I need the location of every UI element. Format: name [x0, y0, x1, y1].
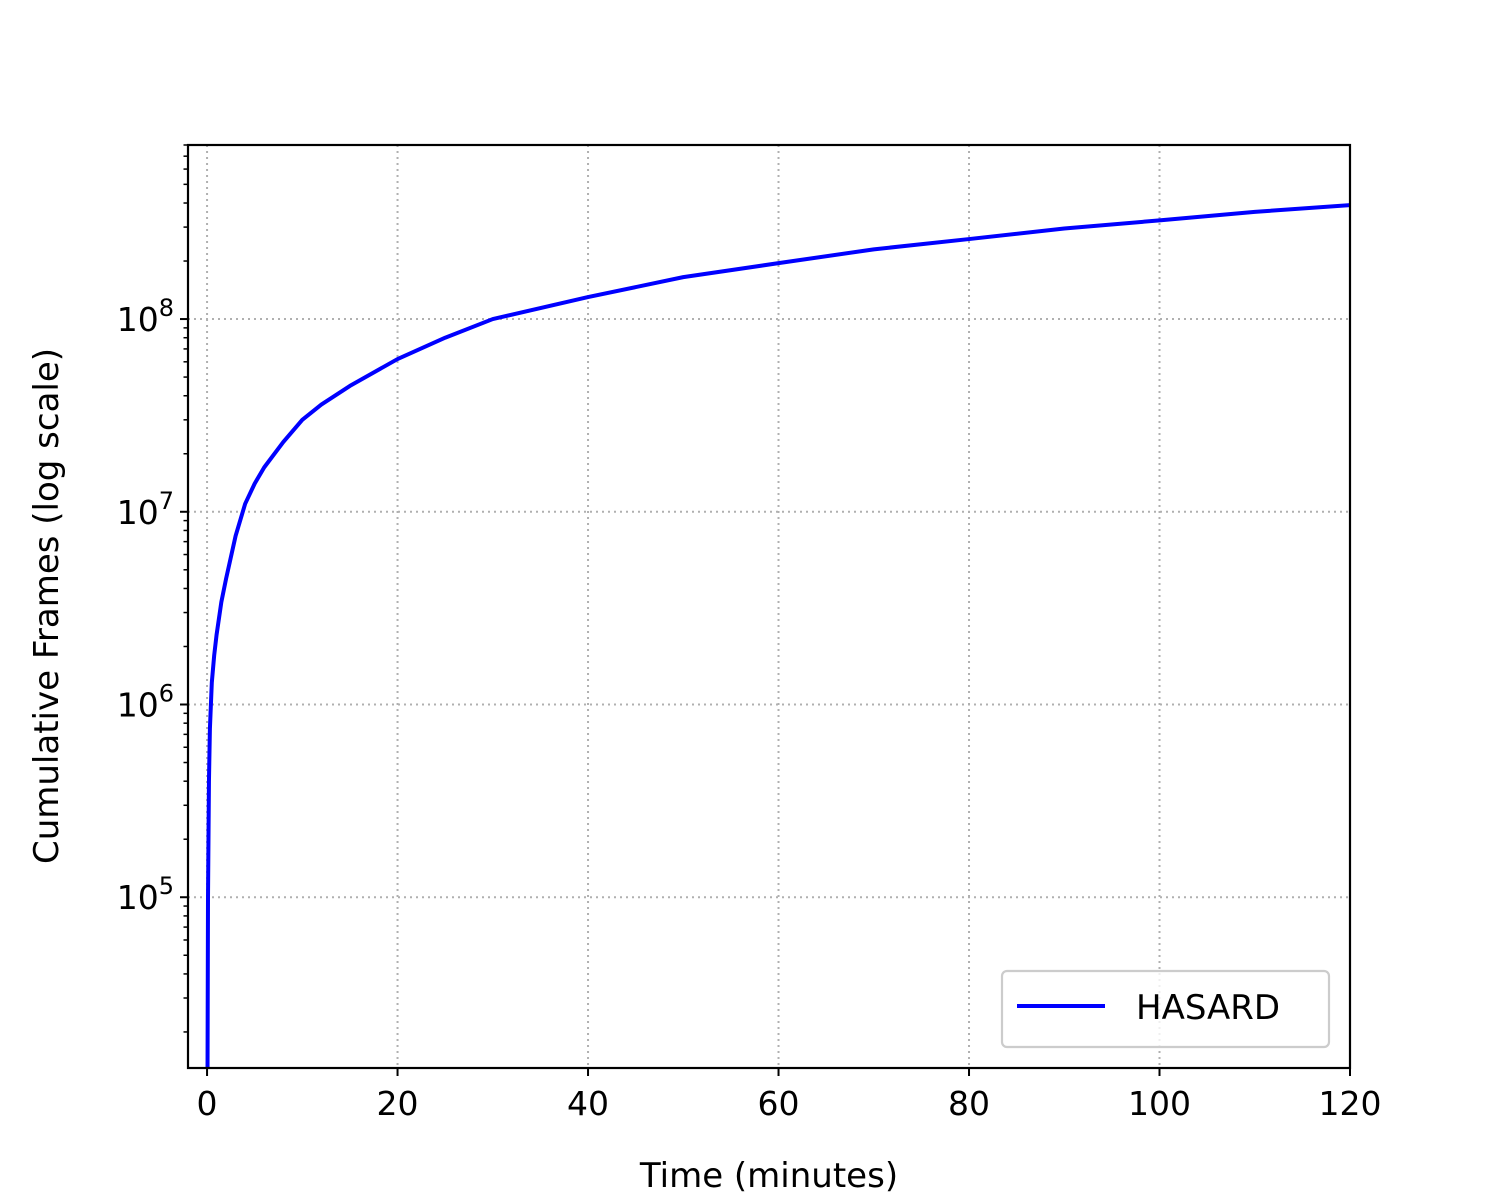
x-tick-label: 20 — [377, 1084, 419, 1123]
x-tick-label: 120 — [1319, 1084, 1382, 1123]
series-layer — [205, 203, 1350, 1068]
x-axis-label: Time (minutes) — [639, 1156, 898, 1196]
y-tick-label: 108 — [117, 294, 174, 339]
ticks — [180, 144, 1351, 1076]
y-tick-labels: 105 106 107 108 — [117, 294, 174, 917]
y-tick-label: 105 — [117, 872, 174, 917]
legend-label: HASARD — [1136, 988, 1280, 1028]
x-tick-label: 40 — [567, 1084, 609, 1123]
x-tick-label: 60 — [758, 1084, 800, 1123]
series-line-hasard — [205, 203, 1350, 1068]
x-tick-labels: 0 20 40 60 80 100 120 — [197, 1084, 1382, 1123]
plot-frame — [186, 143, 1352, 1070]
legend-box — [1000, 969, 1331, 1049]
legend: HASARD — [1000, 969, 1331, 1049]
x-tick-label: 80 — [948, 1084, 990, 1123]
x-tick-label: 0 — [197, 1084, 218, 1123]
x-tick-label: 100 — [1128, 1084, 1191, 1123]
y-tick-label: 107 — [117, 487, 174, 532]
y-tick-label: 106 — [117, 680, 174, 725]
y-axis-label: Cumulative Frames (log scale) — [27, 348, 67, 864]
